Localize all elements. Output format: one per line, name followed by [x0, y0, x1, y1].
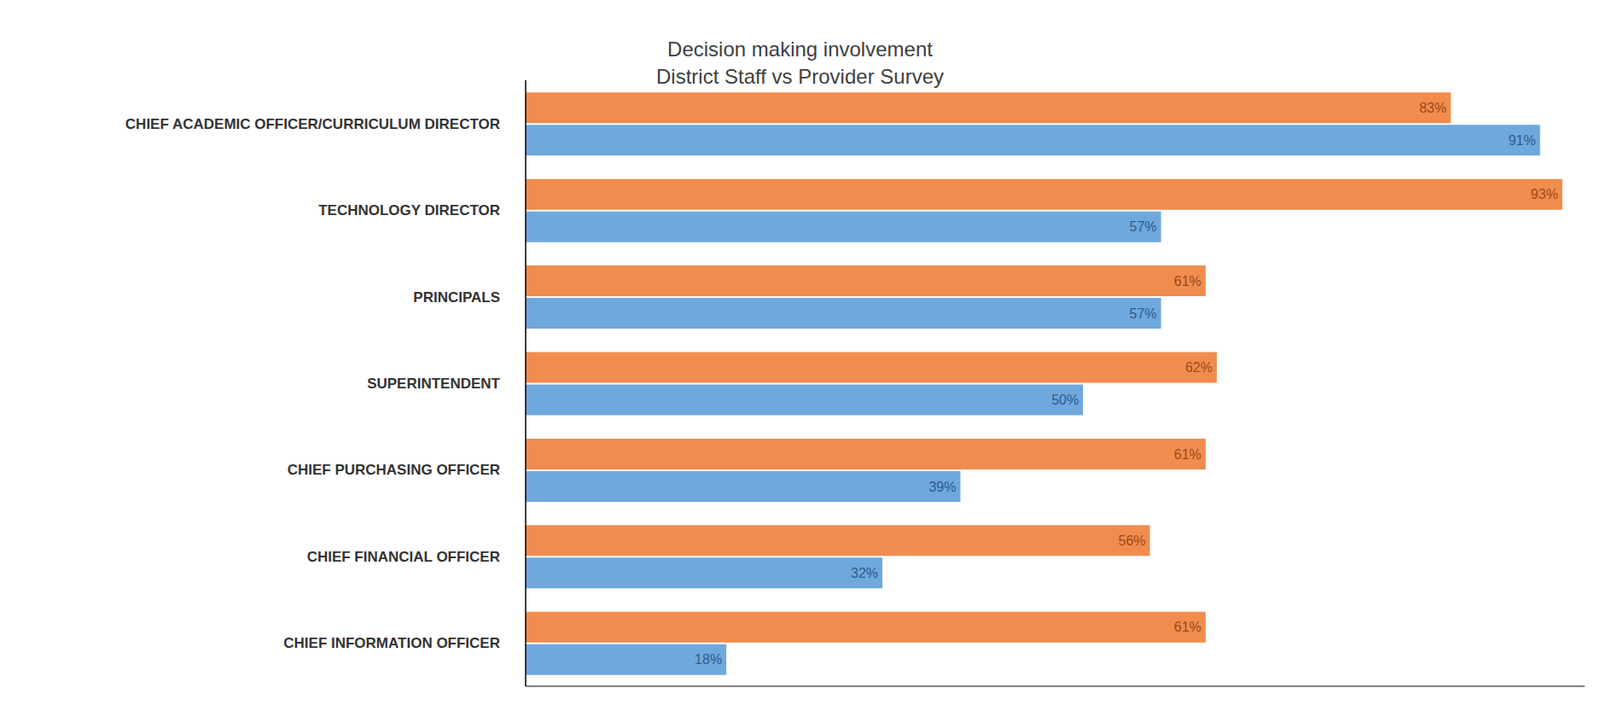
svg-text:61%: 61% [1174, 447, 1202, 462]
svg-text:CHIEF ACADEMIC OFFICER/CURRICU: CHIEF ACADEMIC OFFICER/CURRICULUM DIRECT… [125, 116, 501, 133]
svg-text:32%: 32% [850, 565, 879, 581]
svg-text:39%: 39% [928, 479, 956, 495]
svg-text:62%: 62% [1185, 360, 1213, 375]
svg-text:61%: 61% [1174, 273, 1202, 289]
html-text:District Staff vs Provider Sur: District Staff vs Provider Survey [656, 64, 944, 88]
svg-text:PRINCIPALS: PRINCIPALS [413, 289, 501, 306]
svg-text:93%: 93% [1530, 186, 1559, 202]
svg-text:83%: 83% [1419, 100, 1447, 116]
svg-text:SUPERINTENDENT: SUPERINTENDENT [366, 375, 501, 392]
html-text:Decision making involvement: Decision making involvement [667, 37, 933, 61]
svg-text:61%: 61% [1174, 619, 1202, 635]
svg-text:56%: 56% [1118, 533, 1147, 548]
svg-text:50%: 50% [1051, 392, 1079, 408]
svg-text:18%: 18% [694, 651, 722, 667]
svg-text:CHIEF FINANCIAL OFFICER: CHIEF FINANCIAL OFFICER [307, 548, 501, 565]
svg-text:91%: 91% [1508, 133, 1536, 148]
svg-text:CHIEF INFORMATION OFFICER: CHIEF INFORMATION OFFICER [283, 634, 501, 652]
svg-text:TECHNOLOGY DIRECTOR: TECHNOLOGY DIRECTOR [318, 202, 501, 219]
svg-text:57%: 57% [1129, 219, 1158, 234]
svg-text:CHIEF PURCHASING OFFICER: CHIEF PURCHASING OFFICER [287, 461, 501, 478]
svg-text:57%: 57% [1129, 306, 1158, 321]
